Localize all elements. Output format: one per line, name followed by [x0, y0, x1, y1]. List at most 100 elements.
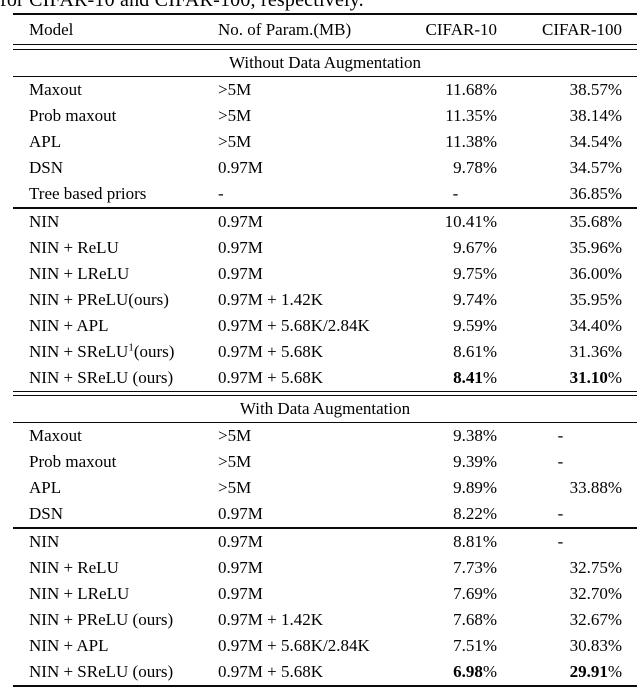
- cifar100-cell: 34.40%: [569, 315, 622, 335]
- table-row: NIN 0.97M 8.81% -: [13, 529, 637, 555]
- model-cell: NIN + SReLU1(ours): [29, 340, 175, 361]
- cifar100-cell: 38.14%: [569, 105, 622, 125]
- model-cell: DSN: [29, 504, 64, 524]
- params-cell: >5M: [218, 478, 252, 498]
- rule-bottom: [13, 685, 637, 688]
- params-cell: >5M: [218, 452, 252, 472]
- cifar10-cell: 9.67%: [453, 237, 497, 257]
- cifar10-cell: 8.41%: [453, 367, 497, 387]
- cifar100-cell: 34.57%: [569, 157, 622, 177]
- params-cell: 0.97M + 5.68K: [218, 662, 323, 682]
- params-cell: 0.97M + 5.68K: [218, 341, 323, 361]
- cifar10-cell: 6.98%: [453, 662, 497, 682]
- cifar10-cell: 11.35%: [445, 105, 497, 125]
- rule-section-double: [13, 390, 637, 397]
- params-cell: 0.97M: [218, 558, 263, 578]
- rule-header-double: [13, 44, 637, 50]
- params-cell: >5M: [218, 79, 252, 99]
- cifar10-cell: 11.68%: [445, 79, 497, 99]
- cifar100-cell: 32.70%: [569, 584, 622, 604]
- cifar100-cell: 31.36%: [569, 341, 622, 361]
- cifar100-cell: 35.96%: [569, 237, 622, 257]
- column-header-cifar10: CIFAR-10: [425, 19, 497, 39]
- params-cell: >5M: [218, 426, 252, 446]
- cifar10-cell: 11.38%: [445, 131, 497, 151]
- table-row: DSN 0.97M 9.78% 34.57%: [13, 155, 637, 181]
- params-cell: 0.97M: [218, 504, 263, 524]
- table-row: NIN + APL 0.97M + 5.68K/2.84K 7.51% 30.83%: [13, 633, 637, 659]
- table-row: NIN + APL 0.97M + 5.68K/2.84K 9.59% 34.40%: [13, 313, 637, 339]
- results-table: Model No. of Param.(MB) CIFAR-10 CIFAR-100 …: [13, 13, 637, 688]
- table-body: Without Data Augmentation Maxout >5M 11.68%…: [13, 50, 637, 686]
- model-cell: Tree based priors: [29, 183, 147, 203]
- caption-text: for CIFAR-10 and CIFAR-100, respectively…: [0, 0, 364, 11]
- table-row: Maxout >5M 9.38% -: [13, 423, 637, 449]
- cifar100-cell: 32.67%: [569, 610, 622, 630]
- model-cell: NIN + LReLU: [29, 584, 130, 604]
- section-title: Without Data Augmentation: [229, 52, 421, 72]
- cifar100-cell: 32.75%: [569, 558, 622, 578]
- model-cell: Maxout: [29, 79, 82, 99]
- cifar10-cell: 7.68%: [453, 610, 497, 630]
- table-row: NIN + ReLU 0.97M 7.73% 32.75%: [13, 555, 637, 581]
- cifar10-cell: 7.73%: [453, 558, 497, 578]
- model-cell: Prob maxout: [29, 105, 117, 125]
- cifar10-cell: 9.78%: [453, 157, 497, 177]
- cifar10-cell: 9.74%: [453, 289, 497, 309]
- model-cell: NIN + APL: [29, 636, 109, 656]
- table-row: APL >5M 9.89% 33.88%: [13, 475, 637, 501]
- params-cell: 0.97M: [218, 584, 263, 604]
- table-row: NIN + LReLU 0.97M 9.75% 36.00%: [13, 261, 637, 287]
- table-row: NIN + SReLU (ours) 0.97M + 5.68K 8.41% 31.1…: [13, 365, 637, 391]
- table-row: NIN 0.97M 10.41% 35.68%: [13, 209, 637, 235]
- rule-group-separator: [13, 206, 637, 209]
- table-row: NIN + LReLU 0.97M 7.69% 32.70%: [13, 581, 637, 607]
- model-cell: NIN + PReLU(ours): [29, 289, 169, 309]
- params-cell: 0.97M: [218, 237, 263, 257]
- cifar10-cell: 7.51%: [453, 636, 497, 656]
- model-cell: NIN + SReLU (ours): [29, 367, 174, 387]
- cifar100-cell: -: [557, 426, 564, 446]
- table-row: NIN + ReLU 0.97M 9.67% 35.96%: [13, 235, 637, 261]
- table-row: Prob maxout >5M 9.39% -: [13, 449, 637, 475]
- cifar100-cell: -: [557, 504, 564, 524]
- rule-under-section-title: [13, 75, 637, 77]
- table-row: APL >5M 11.38% 34.54%: [13, 129, 637, 155]
- rule-under-section-title: [13, 422, 637, 424]
- cifar10-cell: 8.61%: [453, 341, 497, 361]
- footnote-marker: 1: [128, 340, 134, 353]
- table-header-row: Model No. of Param.(MB) CIFAR-10 CIFAR-100: [13, 15, 637, 44]
- model-cell: NIN + SReLU (ours): [29, 662, 174, 682]
- cifar10-cell: 9.89%: [453, 478, 497, 498]
- params-cell: 0.97M: [218, 157, 263, 177]
- model-cell: Prob maxout: [29, 452, 117, 472]
- model-cell: NIN: [29, 532, 60, 552]
- model-cell: NIN + APL: [29, 315, 109, 335]
- table-row: NIN + PReLU(ours) 0.97M + 1.42K 9.74% 35.95…: [13, 287, 637, 313]
- cifar10-cell: 8.81%: [453, 532, 497, 552]
- caption-fragment: for CIFAR-10 and CIFAR-100, respectively…: [0, 0, 640, 12]
- cifar10-cell: 9.75%: [453, 263, 497, 283]
- params-cell: 0.97M + 1.42K: [218, 610, 323, 630]
- table-row: NIN + PReLU (ours) 0.97M + 1.42K 7.68% 32.6…: [13, 607, 637, 633]
- cifar100-cell: 38.57%: [569, 79, 622, 99]
- params-cell: >5M: [218, 105, 252, 125]
- params-cell: 0.97M: [218, 211, 263, 231]
- model-cell: NIN + ReLU: [29, 237, 119, 257]
- cifar100-cell: 35.68%: [569, 211, 622, 231]
- model-cell: APL: [29, 478, 62, 498]
- column-header-cifar100: CIFAR-100: [542, 19, 622, 39]
- rule-top: [13, 13, 637, 15]
- cifar100-cell: 30.83%: [569, 636, 622, 656]
- table-row: Maxout >5M 11.68% 38.57%: [13, 77, 637, 103]
- table-row: Tree based priors - - 36.85%: [13, 181, 637, 207]
- cifar100-cell: 31.10%: [569, 367, 622, 387]
- section-title: With Data Augmentation: [239, 399, 411, 419]
- rule-group-separator: [13, 527, 637, 530]
- params-cell: -: [218, 183, 224, 203]
- column-header-params: No. of Param.(MB): [218, 19, 352, 39]
- table-row: DSN 0.97M 8.22% -: [13, 501, 637, 527]
- cifar100-cell: -: [557, 452, 564, 472]
- model-cell: NIN + PReLU (ours): [29, 610, 174, 630]
